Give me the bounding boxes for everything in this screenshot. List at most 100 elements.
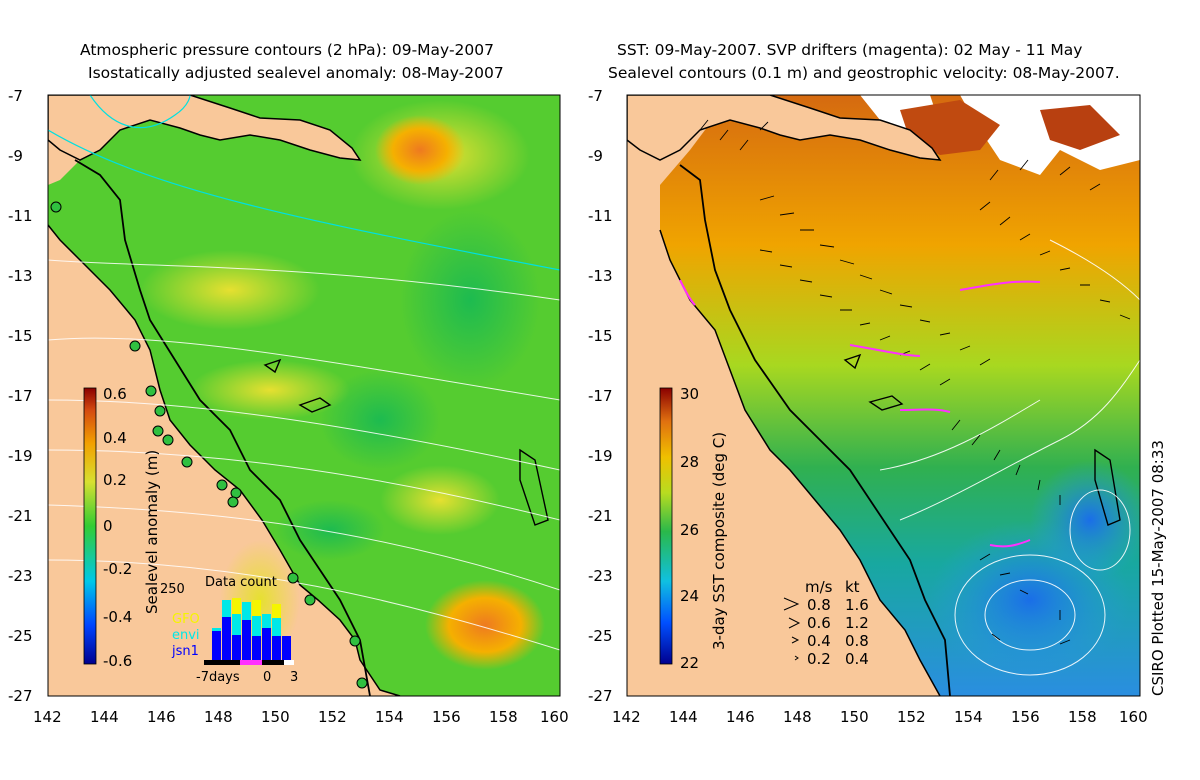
right-new-guinea [627,95,942,161]
right-colorbar: 30 28 26 24 22 3-day SST composite (deg … [659,385,728,672]
velocity-ms: 0.2 [807,650,831,668]
left-lat-label: -7 [8,87,23,105]
csiro-credit: CSIRO Plotted 15-May-2007 08:33 [1149,440,1167,696]
right-colorbar-label: 3-day SST composite (deg C) [710,432,728,650]
right-lat-label: -7 [588,87,603,105]
left-colorbar: 0.6 0.4 0.2 0 -0.2 -0.4 -0.6 Sealevel an… [83,385,161,670]
velocity-header-kt: kt [845,578,860,596]
left-lat-label: -15 [8,327,33,345]
inset-y-max-label: 250 [160,582,185,597]
left-colorbar-tick: 0.6 [103,385,127,403]
right-lat-label: -15 [588,327,613,345]
inset-x-label: 0 [263,670,271,685]
inset-legend-gfo: GFO [172,612,200,627]
right-velocity-arrows [699,119,1131,645]
right-colorbar-tick: 22 [680,654,699,672]
data-count-inset: 250 Data count GFO envi jsn1 [160,575,298,685]
inset-bar [212,628,221,631]
inset-bar [232,614,241,635]
left-lon-label: 152 [318,708,347,726]
right-map [627,95,1140,696]
left-lat-label: -11 [8,207,33,225]
left-lon-label: 158 [489,708,518,726]
right-lat-label: -13 [588,267,613,285]
right-lon-label: 156 [1011,708,1040,726]
right-title-line2: Sealevel contours (0.1 m) and geostrophi… [608,64,1120,82]
left-lon-label: 148 [204,708,233,726]
right-lon-label: 150 [840,708,869,726]
inset-bars [212,598,291,660]
velocity-kt: 1.2 [845,614,869,632]
left-colorbar-tick: -0.6 [103,652,132,670]
inset-bar [272,604,281,618]
velocity-kt: 1.6 [845,596,869,614]
right-lat-label: -9 [588,147,603,165]
inset-bar [252,616,261,636]
right-colorbar-tick: 28 [680,453,699,471]
left-lat-label: -13 [8,267,33,285]
left-lon-label: 154 [375,708,404,726]
right-colorbar-tick: 26 [680,521,699,539]
right-lat-label: -11 [588,207,613,225]
left-lon-label: 146 [147,708,176,726]
left-lat-label: -23 [8,567,33,585]
right-lon-label: 160 [1119,708,1148,726]
left-lat-label: -27 [8,687,33,705]
left-map-frame [47,94,561,697]
left-lat-axis: -7 -9 -11 -13 -15 -17 -19 -21 -23 -25 -2… [8,87,33,705]
left-title-line2: Isostatically adjusted sealevel anomaly:… [88,64,504,82]
right-lat-label: -23 [588,567,613,585]
inset-bar [272,636,281,660]
inset-bar [242,620,251,660]
right-lon-label: 144 [669,708,698,726]
left-colorbar-tick: 0.2 [103,471,127,489]
left-colorbar-tick: 0.4 [103,429,127,447]
left-lat-label: -19 [8,447,33,465]
left-lon-label: 150 [261,708,290,726]
right-title-line1: SST: 09-May-2007. SVP drifters (magenta)… [617,41,1083,59]
left-lat-label: -25 [8,627,33,645]
right-colorbar-tick: 30 [680,385,699,403]
right-lon-label: 154 [954,708,983,726]
left-title-line1: Atmospheric pressure contours (2 hPa): 0… [80,41,494,59]
right-colorbar-tick: 24 [680,587,699,605]
inset-bar [252,636,261,660]
left-colorbar-label: Sealevel anomaly (m) [143,450,161,614]
right-lat-label: -25 [588,627,613,645]
left-lon-label: 160 [540,708,569,726]
right-lon-label: 146 [726,708,755,726]
velocity-ms: 0.8 [807,596,831,614]
right-lat-label: -21 [588,507,613,525]
left-lon-axis: 142 144 146 148 150 152 154 156 158 160 [33,708,569,726]
right-lat-label: -19 [588,447,613,465]
inset-bar [252,600,261,616]
right-lon-label: 142 [612,708,641,726]
inset-bar [242,602,251,620]
left-colorbar-tick: -0.2 [103,560,132,578]
velocity-legend: m/s kt 0.8 1.6 0.6 1.2 0.4 0.8 0.2 0.4 [783,578,869,668]
velocity-ms: 0.4 [807,632,831,650]
velocity-arrow-0.8 [783,597,800,611]
left-colorbar-tick: -0.4 [103,608,132,626]
left-lon-label: 144 [90,708,119,726]
velocity-kt: 0.4 [845,650,869,668]
velocity-arrow-0.2 [794,655,799,661]
inset-bar [262,628,271,660]
inset-x-label: -7days [196,670,240,685]
left-colorbar-tick: 0 [103,517,113,535]
right-lat-label: -17 [588,387,613,405]
inset-legend-jsn1: jsn1 [171,644,199,659]
inset-bar [222,617,231,660]
left-new-guinea [48,95,362,161]
left-lat-label: -21 [8,507,33,525]
right-lon-label: 158 [1068,708,1097,726]
inset-bar [232,635,241,660]
inset-legend-envi: envi [172,628,200,643]
inset-bar [212,630,221,660]
right-map-frame [626,94,1141,697]
left-lon-label: 142 [33,708,62,726]
left-lat-label: -17 [8,387,33,405]
velocity-arrow-0.6 [788,617,801,629]
velocity-arrow-0.4 [791,636,800,644]
right-lat-label: -27 [588,687,613,705]
